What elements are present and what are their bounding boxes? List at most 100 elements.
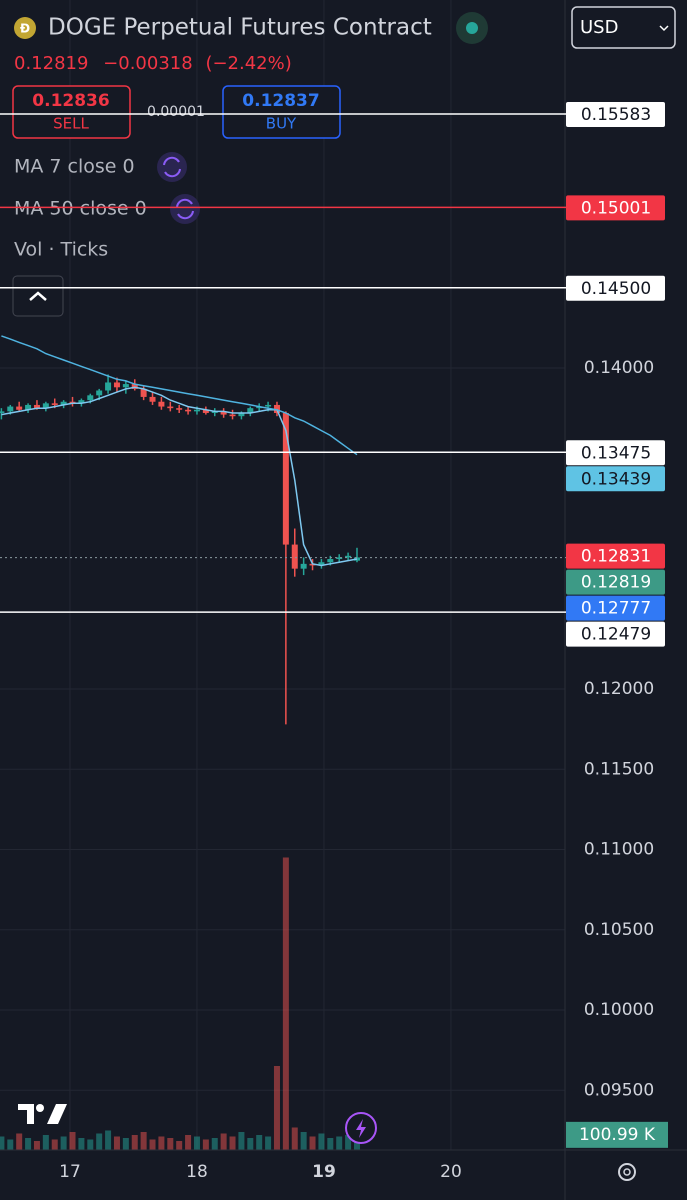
price-line: 0.12819 −0.00318 (−2.42%) xyxy=(14,53,292,74)
candle-body xyxy=(211,411,218,413)
volume-label: 100.99 K xyxy=(579,1125,656,1145)
x-tick-label: 18 xyxy=(186,1162,208,1182)
volume-bar xyxy=(69,1132,76,1150)
candle-body xyxy=(7,406,14,412)
candle-body xyxy=(185,409,192,412)
volume-bar xyxy=(33,1141,40,1150)
candle-body xyxy=(158,401,165,407)
price-label: 0.14500 xyxy=(581,279,651,299)
volume-bar xyxy=(202,1139,209,1150)
price-label-bg xyxy=(566,621,665,647)
volume-bar xyxy=(185,1135,192,1150)
moving-average xyxy=(1,386,358,567)
volume-bar xyxy=(87,1139,94,1150)
candle-body xyxy=(300,563,307,569)
moving-average xyxy=(1,335,358,456)
price-label: 0.15001 xyxy=(581,198,651,218)
sell-label: SELL xyxy=(53,115,89,133)
candle-body xyxy=(60,401,67,405)
y-tick-label: 0.10000 xyxy=(584,1000,654,1020)
volume-bar xyxy=(336,1136,343,1150)
volume-bar xyxy=(16,1133,23,1150)
buy-label: BUY xyxy=(266,115,297,133)
volume-bar xyxy=(291,1127,298,1150)
candle-body xyxy=(238,412,245,417)
price-label-bg xyxy=(566,466,665,492)
volume-bar xyxy=(211,1138,218,1150)
indicator-label: Vol · Ticks xyxy=(14,239,108,261)
buy-price: 0.12837 xyxy=(242,91,319,111)
price-label: 0.13475 xyxy=(581,443,651,463)
gear-icon xyxy=(618,1163,636,1181)
volume-bar xyxy=(247,1138,254,1150)
candle-body xyxy=(105,382,112,391)
settings-button[interactable] xyxy=(618,1163,636,1181)
candle-body xyxy=(69,401,76,404)
volume-bar xyxy=(193,1136,200,1150)
last-price: 0.12819 xyxy=(14,53,88,74)
volume-bar xyxy=(256,1135,263,1150)
volume-bar xyxy=(131,1135,138,1150)
volume-bar xyxy=(229,1136,236,1150)
currency-select[interactable] xyxy=(571,6,676,49)
y-tick-label: 0.11000 xyxy=(584,840,654,860)
candle-body xyxy=(131,384,138,389)
volume-bar xyxy=(51,1139,58,1150)
price-label-bg xyxy=(566,195,665,221)
candle-body xyxy=(327,559,334,563)
volume-bar xyxy=(0,1136,5,1150)
y-tick-label: 0.14000 xyxy=(584,358,654,378)
candle-body xyxy=(25,404,32,410)
candle-body xyxy=(0,411,5,413)
logo-part xyxy=(18,1104,34,1124)
sell-button[interactable] xyxy=(12,85,131,139)
candle-body xyxy=(336,557,343,560)
reload-icon xyxy=(176,198,194,220)
price-label-bg xyxy=(566,101,665,127)
currency: USD xyxy=(580,17,618,38)
x-tick-label: 20 xyxy=(440,1162,462,1182)
tradingview-logo xyxy=(18,1104,67,1124)
price-change-pct: (−2.42%) xyxy=(205,53,291,74)
price-label-bg xyxy=(566,569,665,595)
candle-body xyxy=(51,403,58,405)
buy-button[interactable] xyxy=(222,85,341,139)
volume-bar xyxy=(78,1138,85,1150)
indicator-reload[interactable] xyxy=(170,194,200,224)
volume-bar xyxy=(167,1138,174,1150)
gear-icon xyxy=(623,1168,631,1176)
lightning-icon xyxy=(356,1119,366,1138)
price-label: 0.13439 xyxy=(581,469,651,489)
candle-body xyxy=(202,409,209,413)
candle-body xyxy=(273,404,280,413)
candle-body xyxy=(16,406,23,410)
volume-bar xyxy=(220,1133,227,1150)
volume-bar xyxy=(25,1138,32,1150)
indicator-reload[interactable] xyxy=(157,152,187,182)
volume-label-bg xyxy=(566,1121,668,1148)
volume-bar xyxy=(327,1138,334,1150)
volume-bar xyxy=(318,1133,325,1150)
volume-bar xyxy=(300,1132,307,1150)
spread: 0.00001 xyxy=(147,104,205,120)
candle-body xyxy=(149,396,156,402)
candle-body xyxy=(220,411,227,415)
logo-part xyxy=(47,1104,67,1124)
x-tick-label: 19 xyxy=(312,1162,336,1182)
indicator-label: MA 7 close 0 xyxy=(14,156,135,178)
candle-body xyxy=(96,390,103,396)
candle-body xyxy=(282,412,289,545)
volume-bar xyxy=(60,1136,67,1150)
volume-bar xyxy=(238,1132,245,1150)
grid xyxy=(0,0,565,1150)
volume-bar xyxy=(140,1132,147,1150)
volume-bar xyxy=(122,1138,129,1150)
candle-body xyxy=(33,404,40,409)
y-tick-label: 0.09500 xyxy=(584,1080,654,1100)
volume-bar xyxy=(265,1136,272,1150)
candle-body xyxy=(318,562,325,566)
sell-price: 0.12836 xyxy=(32,91,109,111)
collapse-button[interactable] xyxy=(12,275,64,317)
